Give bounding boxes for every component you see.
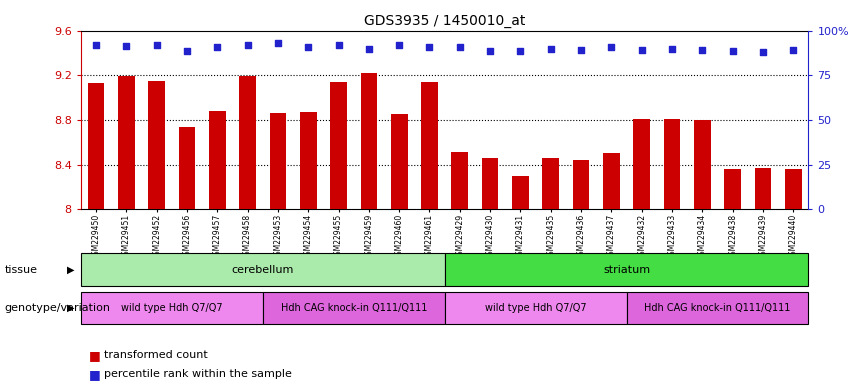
Point [180,48,194,54]
Bar [421,82,437,209]
Title: GDS3935 / 1450010_at: GDS3935 / 1450010_at [364,14,525,28]
Bar [179,127,195,209]
Point [453,45,466,51]
Point [665,46,679,52]
Point [483,48,497,54]
Bar [542,158,559,209]
Bar [300,112,317,209]
Bar [633,119,650,209]
Bar [330,82,347,209]
Point [210,45,224,51]
Bar [626,292,808,324]
Bar [444,253,808,286]
Text: ▶: ▶ [67,303,75,313]
Point [514,48,528,54]
Point [786,46,800,53]
Text: ■: ■ [89,368,101,381]
Point [574,46,588,53]
Point [392,42,406,48]
Point [150,42,163,48]
Bar [81,292,263,324]
Point [423,45,437,51]
Point [89,42,103,48]
Bar [270,113,286,209]
Text: Hdh CAG knock-in Q111/Q111: Hdh CAG knock-in Q111/Q111 [281,303,427,313]
Text: cerebellum: cerebellum [231,265,294,275]
Point [241,42,254,48]
Bar [361,73,377,209]
Bar [452,152,468,209]
Text: ▶: ▶ [67,265,75,275]
Bar [755,168,771,209]
Bar [512,176,528,209]
Bar [88,83,105,209]
Bar [785,169,802,209]
Bar [573,160,590,209]
Point [544,46,557,52]
Bar [603,154,620,209]
Point [301,45,315,51]
Bar [724,169,741,209]
Point [362,46,375,52]
Point [695,46,709,53]
Bar [81,253,444,286]
Point [635,46,648,53]
Text: wild type Hdh Q7/Q7: wild type Hdh Q7/Q7 [121,303,223,313]
Bar [482,158,499,209]
Text: ■: ■ [89,349,101,362]
Bar [263,292,444,324]
Text: transformed count: transformed count [104,350,208,360]
Text: genotype/variation: genotype/variation [4,303,111,313]
Bar [118,76,134,209]
Text: wild type Hdh Q7/Q7: wild type Hdh Q7/Q7 [485,303,586,313]
Bar [209,111,226,209]
Text: Hdh CAG knock-in Q111/Q111: Hdh CAG knock-in Q111/Q111 [644,303,791,313]
Point [119,43,133,50]
Point [726,48,740,54]
Bar [694,120,711,209]
Bar [664,119,680,209]
Bar [391,114,408,209]
Point [332,42,346,48]
Text: percentile rank within the sample: percentile rank within the sample [104,369,292,379]
Point [757,49,770,55]
Bar [148,81,165,209]
Text: tissue: tissue [4,265,37,275]
Bar [239,76,256,209]
Point [271,40,285,46]
Point [604,45,618,51]
Bar [444,292,626,324]
Text: striatum: striatum [603,265,650,275]
